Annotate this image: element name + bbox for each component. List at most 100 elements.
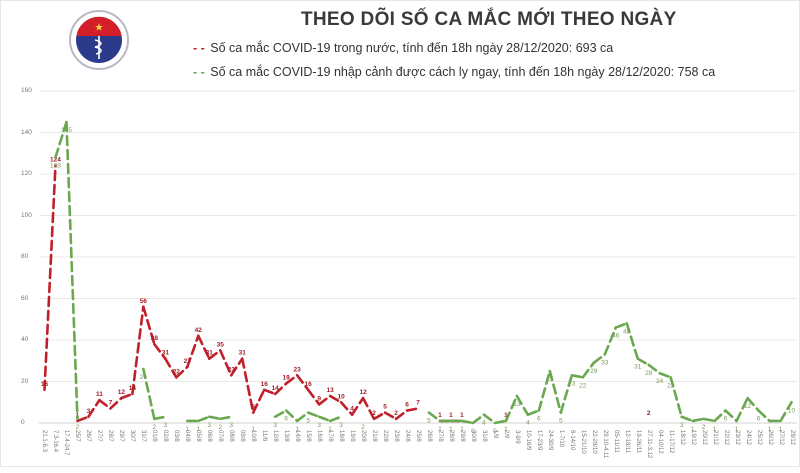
- imported-line-segment: [460, 419, 475, 425]
- chart-title: THEO DÕI SỐ CA MẮC MỚI THEO NGÀY: [301, 9, 677, 30]
- green-dash-marker-icon: - -: [193, 65, 205, 79]
- domestic-data-label: 12: [359, 389, 367, 396]
- domestic-line-segment: [339, 400, 354, 417]
- x-tick-label: 28/8: [447, 430, 454, 442]
- domestic-data-label: 23: [228, 366, 236, 373]
- x-tick-label: 29/7: [118, 430, 125, 442]
- imported-data-label: 0: [493, 428, 497, 435]
- domestic-data-label: 14: [272, 385, 280, 392]
- x-tick-label: 15/8: [305, 430, 312, 442]
- domestic-data-label: 2: [372, 410, 376, 417]
- domestic-data-label: 2: [394, 410, 398, 417]
- domestic-line-segment: [273, 382, 288, 396]
- domestic-line-segment: [87, 398, 101, 419]
- imported-data-label: 23: [568, 380, 576, 387]
- imported-data-label: 22: [667, 382, 675, 389]
- x-tick-label: 21/8: [371, 430, 378, 442]
- domestic-data-label: 16: [261, 381, 269, 388]
- domestic-data-label: 42: [195, 327, 203, 334]
- domestic-line-segment: [328, 394, 343, 404]
- plot-area: 1612413117121456383122274231352331516141…: [39, 90, 797, 435]
- x-tick-label: 28/12: [788, 430, 795, 446]
- domestic-line-segment: [350, 396, 365, 417]
- imported-data-label: 10: [788, 407, 796, 414]
- imported-data-label: 3: [680, 422, 684, 429]
- x-tick-label: 8-14/10: [568, 430, 575, 451]
- x-tick-label: 25/8: [415, 430, 421, 442]
- domestic-line-segment: [131, 305, 145, 396]
- x-tick-label: 21/12: [711, 430, 718, 446]
- domestic-data-label: 9: [317, 395, 321, 402]
- x-tick-label: 22/8: [382, 430, 389, 442]
- domestic-line-segment: [295, 373, 310, 392]
- imported-line-segment: [746, 396, 760, 412]
- y-tick-label: 20: [21, 377, 29, 385]
- x-tick-label: 1-7/10: [557, 430, 564, 448]
- imported-data-label: 12: [744, 403, 752, 410]
- x-tick-label: 29.10-4.11: [601, 430, 608, 459]
- imported-line-segment: [636, 357, 650, 367]
- domestic-line-segment: [98, 398, 112, 410]
- imported-data-label: 0: [471, 428, 475, 435]
- x-tick-label: 3-9/9: [513, 430, 520, 444]
- imported-data-label: 26: [140, 374, 148, 381]
- imported-data-label: 24: [656, 378, 664, 385]
- domestic-line-segment: [251, 388, 266, 414]
- x-tick-label: 26/8: [425, 430, 432, 442]
- x-tick-label: 12-18/11: [623, 430, 630, 454]
- x-tick-label: 08/8: [228, 430, 235, 442]
- domestic-data-label: 27: [184, 358, 192, 365]
- x-tick-label: 01/8: [151, 430, 158, 442]
- imported-line-segment: [153, 415, 167, 421]
- red-dash-marker-icon: - -: [193, 41, 205, 55]
- legend-label-imported: Số ca mắc COVID-19 nhập cảnh được cách l…: [210, 65, 716, 79]
- domestic-data-label: 56: [140, 298, 148, 305]
- y-tick-label: 140: [21, 128, 32, 136]
- domestic-data-label: 5: [251, 404, 255, 411]
- imported-line-segment: [548, 369, 563, 414]
- imported-line-segment: [482, 413, 497, 425]
- imported-line-segment: [779, 400, 793, 423]
- domestic-line-segment: [153, 342, 167, 360]
- y-tick-label: 40: [21, 336, 29, 343]
- legend-item-imported: - - Số ca mắc COVID-19 nhập cảnh được cá…: [193, 65, 715, 79]
- imported-data-label: 2: [702, 424, 706, 431]
- x-tick-label: 27/12: [777, 430, 784, 446]
- x-tick-label: 24/8: [404, 430, 410, 442]
- imported-data-label: 5: [427, 418, 431, 425]
- imported-data-label: 2: [153, 424, 157, 431]
- imported-line-segment: [328, 415, 343, 423]
- x-tick-label: 25/7: [74, 430, 81, 442]
- domestic-data-label: 19: [283, 375, 291, 382]
- imported-line-segment: [493, 419, 508, 425]
- imported-data-label: 25: [546, 376, 554, 383]
- imported-data-label: 6: [284, 416, 288, 423]
- imported-line-segment: [625, 322, 640, 360]
- imported-line-segment: [702, 417, 716, 423]
- imported-line-segment: [295, 411, 310, 423]
- domestic-data-label: 7: [109, 399, 113, 406]
- x-tick-label: 18/8: [338, 430, 345, 442]
- imported-data-label: 48: [623, 328, 631, 335]
- x-tick-label: 27/8: [436, 430, 443, 442]
- y-tick-label: 0: [21, 419, 25, 426]
- imported-data-label: 3: [164, 422, 168, 429]
- x-tick-label: 14/8: [294, 430, 301, 442]
- imported-line-segment: [581, 361, 596, 379]
- x-tick-label: 15-21/10: [579, 430, 586, 454]
- domestic-data-label: 3: [87, 408, 91, 415]
- imported-data-label: 145: [61, 127, 72, 134]
- imported-data-label: 1: [295, 426, 299, 433]
- x-tick-label: 17.4-24.7: [63, 430, 70, 456]
- imported-data-label: 33: [601, 360, 609, 367]
- imported-line-segment: [471, 413, 486, 425]
- imported-line-segment: [680, 415, 694, 423]
- domestic-data-label: 14: [129, 385, 137, 392]
- domestic-line-segment: [175, 365, 189, 379]
- imported-data-label: 1: [768, 426, 772, 433]
- domestic-line-segment: [218, 349, 233, 377]
- imported-line-segment: [691, 417, 705, 423]
- x-tick-label: 17/8: [327, 430, 334, 442]
- domestic-line-segment: [109, 396, 123, 410]
